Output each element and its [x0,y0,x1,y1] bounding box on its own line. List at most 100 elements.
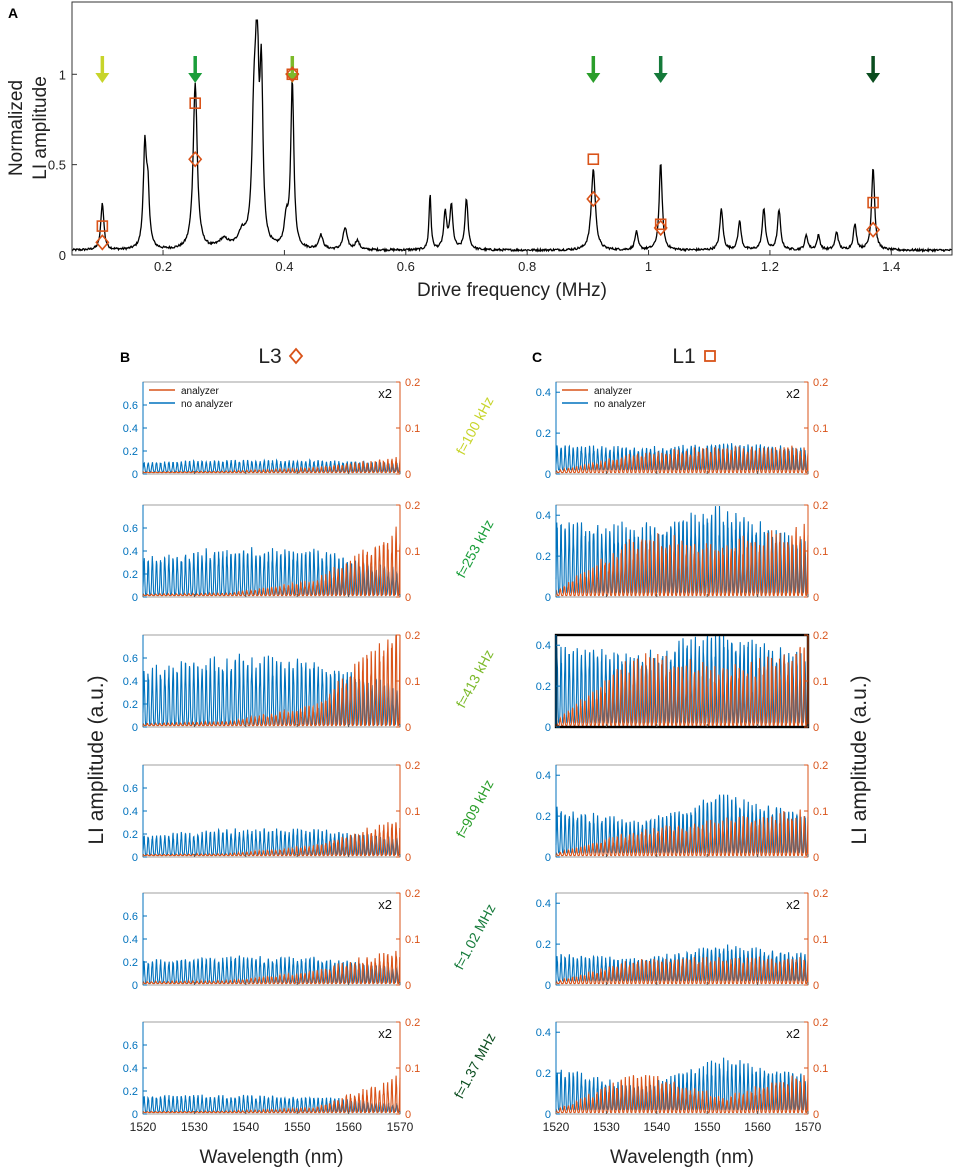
panel-b-ytick-right: 0.1 [405,423,420,435]
panel-b-ytick-right: 0 [405,469,411,481]
panel-c-ytick-right: 0.2 [813,377,828,389]
panel-c-ytick-right: 0.1 [813,806,828,818]
panel-c-ytick-right: 0.1 [813,676,828,688]
frequency-label-4: f=909 kHz [453,777,497,841]
panel-a-diamond-marker [866,221,881,238]
frequency-label-6: f=1.37 MHz [451,1030,499,1101]
panel-a-arrow-head [188,73,203,83]
panel-c-xtick-label: 1530 [593,1120,620,1134]
panel-b-xlabel: Wavelength (nm) [200,1147,344,1168]
panel-b-row1-analyzer-line [143,457,401,474]
panel-c-ytick-left: 0 [545,592,551,604]
panel-b-ytick-right: 0.2 [405,760,420,772]
panel-b-xtick-label: 1540 [232,1120,259,1134]
panel-b-ytick-left: 0 [132,592,138,604]
panel-c-ytick-right: 0.1 [813,1063,828,1075]
panel-b-row6-analyzer-line [142,1075,401,1114]
panel-c-ytick-left: 0 [545,1109,551,1121]
panel-c-ylabel: LI amplitude (a.u.) [848,675,871,844]
panel-c-ytick-left: 0.2 [536,1068,551,1080]
panel-c: C L1 0 0.2 0.4 0 0.1 0.2 x2 analyzer no analyzer 0 0… [532,345,871,1168]
panel-c-ytick-right: 0.2 [813,760,828,772]
panel-b-ytick-left: 0.6 [123,911,138,923]
panel-a-diamond-marker [586,190,601,208]
panel-c-ytick-right: 0.2 [813,888,828,900]
panel-b-row6-multiplier: x2 [378,1026,392,1041]
panel-c-xtick-label: 1560 [744,1120,771,1134]
panel-b-row5-analyzer-line [142,950,401,985]
panel-b-ytick-left: 0 [132,722,138,734]
frequency-label-3: f=413 kHz [453,647,497,711]
panel-b-row5-multiplier: x2 [378,897,392,912]
panel-b-ytick-left: 0.2 [123,569,138,581]
panel-a-xtick-label: 1.4 [882,259,900,274]
panel-a-square-marker [867,196,879,209]
panel-b-ytick-right: 0.1 [405,676,420,688]
panel-b-ytick-left: 0.4 [123,934,138,946]
panel-b-title: L3 [258,345,281,368]
panel-c-title-square [704,350,716,362]
panel-c-ytick-left: 0.2 [536,428,551,440]
panel-c-ytick-left: 0 [545,980,551,992]
panel-a-xtick-label: 0.2 [154,259,172,274]
panel-c-xlabel: Wavelength (nm) [610,1147,754,1168]
panel-b-legend-no-analyzer: no analyzer [181,399,233,410]
panel-c-ytick-right: 0 [813,1109,819,1121]
panel-c-ytick-left: 0.4 [536,898,551,910]
panel-c-row2-analyzer-line [555,523,809,597]
panel-b-xtick-label: 1530 [181,1120,208,1134]
panel-b-ytick-left: 0.2 [123,957,138,969]
panel-b-ytick-left: 0.4 [123,1063,138,1075]
panel-c-xtick-label: 1570 [795,1120,822,1134]
panel-a-xtick-label: 1 [645,259,652,274]
panel-b-ylabel: LI amplitude (a.u.) [85,675,108,844]
frequency-label-1: f=100 kHz [453,394,497,458]
panel-a: A 0.2 0.4 0.6 0.8 1 1.2 1.4 0 0.5 1 Drive frequency… [6,1,953,301]
panel-a-letter: A [8,5,18,21]
panel-a-ylabel-line2: LI amplitude [30,76,51,180]
panel-c-ytick-left: 0.4 [536,1027,551,1039]
panel-b-ytick-left: 0 [132,469,138,481]
panel-a-xtick-label: 1.2 [761,259,779,274]
panel-c-ytick-left: 0.4 [536,510,551,522]
panel-b-ytick-left: 0.4 [123,806,138,818]
panel-b-ytick-left: 0.2 [123,446,138,458]
panel-c-xtick-label: 1540 [643,1120,670,1134]
panel-c-ytick-right: 0.2 [813,1017,828,1029]
panel-a-diamond-marker [95,234,110,251]
panel-c-ytick-right: 0.1 [813,934,828,946]
panel-c-ytick-left: 0.2 [536,939,551,951]
panel-c-ytick-left: 0.2 [536,811,551,823]
panel-b-ytick-right: 0 [405,980,411,992]
panel-a-arrow-head [586,73,601,83]
panel-a-diamond-marker [285,66,300,83]
panel-b-xtick-label: 1520 [130,1120,157,1134]
panel-b-ytick-left: 0.4 [123,676,138,688]
panel-c-row5-multiplier: x2 [786,897,800,912]
panel-b-xtick-label: 1570 [387,1120,414,1134]
panel-c-ytick-right: 0.1 [813,546,828,558]
panel-c-ytick-right: 0.2 [813,630,828,642]
panel-b-ytick-left: 0.6 [123,1040,138,1052]
panel-b-ytick-right: 0 [405,1109,411,1121]
panel-c-ytick-left: 0 [545,469,551,481]
panel-b-title-diamond [288,347,304,365]
panel-b-ytick-left: 0.4 [123,423,138,435]
panel-a-diamond-marker [188,150,203,168]
panel-c-row6-analyzer-line [555,1074,809,1114]
panel-b-row3-analyzer-line [142,634,401,727]
panel-b-ytick-right: 0 [405,852,411,864]
panel-c-ytick-right: 0 [813,980,819,992]
panel-b-ytick-left: 0.6 [123,653,138,665]
panel-b-ytick-right: 0.2 [405,500,420,512]
panel-b: B L3 0 0.2 0.4 0.6 0 0.1 0.2 x2 analyzer no analyze… [85,345,420,1168]
panel-c-ytick-right: 0 [813,852,819,864]
panel-b-ytick-left: 0.2 [123,1086,138,1098]
panel-b-ytick-right: 0.2 [405,630,420,642]
panel-c-legend-analyzer: analyzer [594,386,632,397]
panel-c-ytick-right: 0 [813,469,819,481]
panel-c-ytick-left: 0.4 [536,387,551,399]
panel-b-row4-analyzer-line [142,822,401,857]
panel-b-xtick-label: 1550 [284,1120,311,1134]
